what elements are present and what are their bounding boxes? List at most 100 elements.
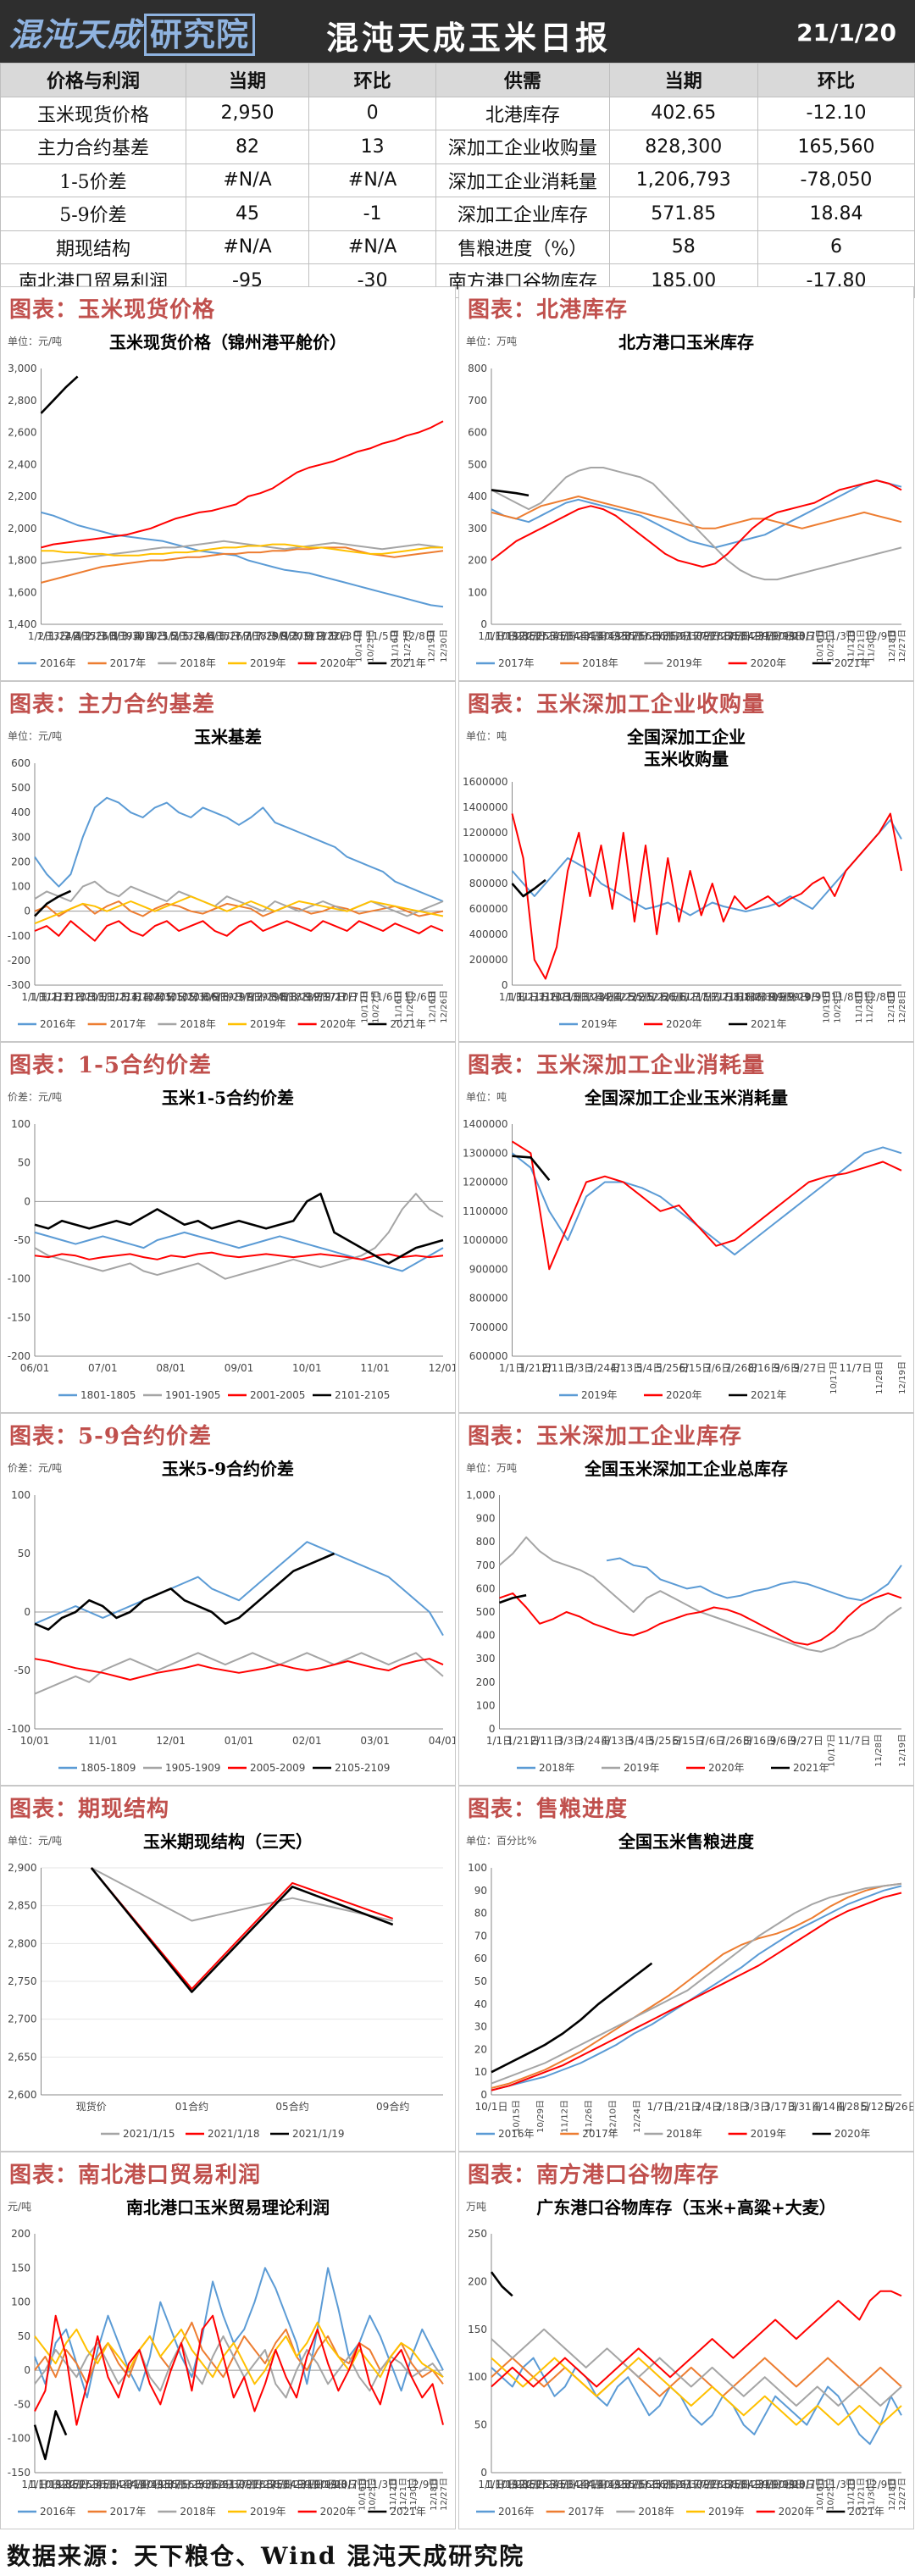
summary-cell: 当期: [185, 63, 310, 97]
x-tick-label: 9/22日: [317, 630, 350, 642]
series-line: [491, 1882, 902, 2085]
x-tick-label: 11/16日: [391, 629, 400, 662]
y-tick-label: 0: [24, 906, 30, 917]
series-line: [491, 2328, 902, 2407]
y-tick-label: -50: [14, 1665, 30, 1676]
x-tick-label: 1/21日: [41, 991, 74, 1003]
x-tick-label: 7/9日: [236, 2479, 262, 2490]
x-tick-label: 12/28日: [898, 990, 907, 1023]
x-tick-label: 8/10日: [734, 991, 767, 1003]
x-tick-label: 12/01: [429, 1362, 455, 1374]
legend-label: 1901-1905: [165, 1389, 220, 1401]
x-tick-label: 4/10日: [131, 991, 164, 1003]
summary-row: 期现结构 #N/A #N/A 售粮进度（%） 58 6: [0, 230, 915, 264]
x-tick-label: 4/28日: [608, 2479, 641, 2490]
chart-panel: 图表：1-5合约价差 玉米1-5合约价差 价差：元/吨 -200 -150 -100 -50…: [0, 1042, 456, 1413]
chart-title: 广东港口谷物库存（玉米+高粱+大麦）: [536, 2197, 836, 2218]
summary-cell: 13: [308, 130, 437, 164]
y-tick-label: 1100000: [463, 1205, 507, 1217]
x-tick-label: 3/14日: [557, 2479, 590, 2490]
y-tick-label: 60: [474, 1953, 487, 1964]
series-line: [34, 1658, 444, 1681]
x-tick-label: 4/22日: [614, 991, 647, 1003]
x-tick-label: 7/26日: [724, 1362, 757, 1374]
x-tick-label: 6/3日: [652, 2479, 679, 2490]
x-tick-label: 8/23日: [284, 2479, 317, 2490]
y-tick-label: 50: [18, 1548, 30, 1559]
y-tick-label: 2,750: [8, 1975, 36, 1987]
legend-label: 2021年: [751, 1018, 787, 1030]
y-tick-label: -100: [8, 930, 30, 942]
y-tick-label: 600000: [469, 1350, 508, 1362]
y-tick-label: 200: [476, 1676, 496, 1688]
panel-title: 图表：玉米深加工企业消耗量: [468, 1053, 766, 1078]
chart-svg: 玉米5-9合约价差 价差：元/吨 -100 -50 0 50 100 10/01 11/01 12…: [8, 1459, 455, 1774]
x-tick-label: 12/10日: [608, 2100, 618, 2133]
panel-title: 图表：售粮进度: [468, 1797, 629, 1822]
series-line: [34, 895, 444, 925]
series-line: [34, 1552, 336, 1631]
x-tick-label: 2/15日: [526, 2479, 559, 2490]
y-tick-label: 700: [468, 395, 487, 407]
x-tick-label: 11/6日: [370, 991, 403, 1003]
summary-cell: 深加工企业收购量: [435, 130, 610, 164]
chart-panel: 图表：南方港口谷物库存 广东港口谷物库存（玉米+高粱+大麦） 万吨 0 50 100 150…: [458, 2152, 914, 2529]
y-tick-label: 800: [468, 363, 487, 374]
legend-label: 2017年: [498, 657, 535, 669]
y-tick-label: 300: [476, 1653, 496, 1665]
series-line: [511, 878, 546, 898]
unit-label: 元/吨: [8, 2201, 31, 2213]
y-tick-label: 1200000: [463, 1177, 507, 1188]
unit-label: 价差：元/吨: [8, 1091, 62, 1103]
x-tick-label: 3/30日: [122, 630, 155, 642]
series-line: [491, 496, 902, 529]
report-date: 21/1/20: [796, 19, 896, 47]
x-tick-label: 3/23日: [110, 2479, 143, 2490]
summary-cell: 主力合约基差: [0, 130, 186, 164]
x-tick-label: 10/25日: [369, 2478, 378, 2511]
x-tick-label: 7/18日: [701, 2479, 734, 2490]
x-tick-label: 5/25日: [639, 630, 672, 642]
chart-title: 玉米1-5合约价差: [162, 1088, 294, 1108]
x-tick-label: 10/27日: [372, 990, 381, 1023]
x-tick-label: 11/21日: [857, 629, 867, 662]
chart-title: 全国玉米售粮进度: [618, 1831, 755, 1852]
y-tick-label: 2,650: [8, 2051, 36, 2063]
x-tick-label: 09合约: [376, 2100, 409, 2113]
x-tick-label: 2/24日: [80, 2479, 113, 2490]
chart-svg: 南北港口玉米贸易理论利润 元/吨 -150 -100 -50 0 50 100 150 200 1/…: [8, 2197, 449, 2518]
y-tick-label: 300: [468, 523, 487, 535]
y-tick-label: 1400000: [463, 801, 507, 813]
series-line: [491, 1892, 902, 2091]
legend-label: 2020年: [320, 2506, 357, 2518]
x-tick-label: 11/26日: [406, 990, 415, 1023]
summary-cell: 环比: [308, 63, 437, 97]
x-tick-label: 9/28日: [324, 2479, 358, 2490]
x-tick-label: 2/4日: [696, 2101, 722, 2113]
panel-title: 图表：南方港口谷物库存: [468, 2163, 720, 2188]
x-tick-label: 11/3日: [824, 630, 857, 642]
x-tick-label: 10/7日: [335, 2479, 368, 2490]
x-tick-label: 11/12日: [847, 629, 857, 662]
chart-panel: 图表：售粮进度 全国玉米售粮进度 单位：百分比% 0 10 20 30 40 50 60 70 80 9…: [458, 1786, 914, 2152]
chart-svg: 玉米期现结构（三天） 单位：元/吨 2,600 2,650 2,700 2,750 2,80…: [8, 1831, 443, 2140]
unit-label: 万吨: [466, 2201, 486, 2213]
x-tick-label: 6/3日: [195, 2479, 221, 2490]
x-tick-label: 6/12日: [659, 2479, 692, 2490]
x-tick-label: 5/16日: [629, 2479, 662, 2490]
x-tick-label: 8/18日: [279, 991, 312, 1003]
x-tick-label: 5/10日: [166, 991, 199, 1003]
x-tick-label: 3/5日: [550, 630, 576, 642]
x-tick-label: 11/12日: [389, 2478, 398, 2511]
legend-label: 2019年: [250, 1018, 286, 1030]
x-tick-label: 1/1日: [499, 1362, 525, 1374]
y-tick-label: 2,700: [8, 2014, 36, 2025]
x-tick-label: 12/16日: [429, 990, 438, 1023]
y-tick-label: 700: [476, 1559, 496, 1571]
series-line: [491, 2357, 902, 2397]
series-line: [491, 1885, 902, 2091]
x-tick-label: 7/27日: [711, 630, 744, 642]
chart-panel: 图表：期现结构 玉米期现结构（三天） 单位：元/吨 2,600 2,650 2,700 2,…: [0, 1786, 456, 2152]
x-tick-label: 3/31日: [789, 2101, 822, 2113]
legend-label: 2016年: [498, 2128, 535, 2140]
